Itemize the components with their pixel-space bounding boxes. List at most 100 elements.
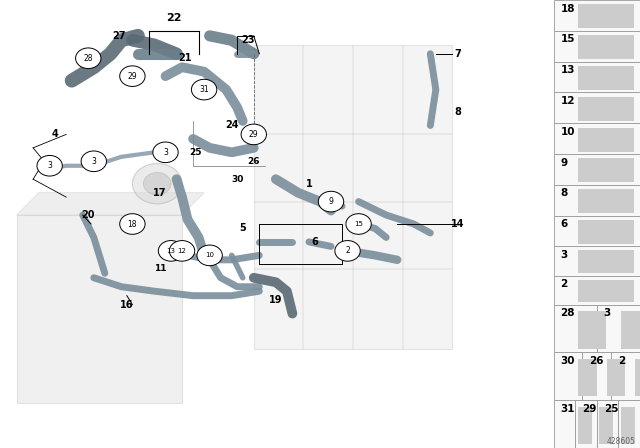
- FancyBboxPatch shape: [578, 66, 634, 90]
- Bar: [554, 185, 640, 215]
- Text: 2: 2: [618, 356, 625, 366]
- Bar: [554, 0, 640, 31]
- Text: 28: 28: [83, 54, 93, 63]
- Bar: [554, 246, 640, 276]
- Text: 29: 29: [582, 404, 596, 414]
- Text: 15: 15: [561, 34, 575, 44]
- Text: 16: 16: [120, 300, 134, 310]
- Text: 3: 3: [604, 308, 611, 318]
- Circle shape: [132, 164, 182, 204]
- Text: 6: 6: [311, 237, 318, 247]
- Text: 12: 12: [561, 96, 575, 106]
- Text: 29: 29: [249, 130, 259, 139]
- Text: 9: 9: [328, 197, 333, 206]
- Text: 11: 11: [154, 264, 166, 273]
- Text: 6: 6: [561, 219, 568, 229]
- FancyBboxPatch shape: [607, 359, 625, 396]
- Bar: [554, 92, 640, 123]
- Bar: [554, 353, 582, 400]
- Text: 4: 4: [52, 129, 58, 139]
- Circle shape: [318, 191, 344, 212]
- Text: 12: 12: [178, 248, 186, 254]
- Text: 2: 2: [345, 246, 350, 255]
- Bar: [554, 400, 575, 448]
- Text: 10: 10: [561, 127, 575, 137]
- Circle shape: [120, 66, 145, 86]
- Text: 24: 24: [225, 121, 239, 130]
- FancyBboxPatch shape: [578, 250, 634, 273]
- Text: 19: 19: [269, 295, 283, 305]
- Text: 7: 7: [454, 49, 461, 59]
- Circle shape: [143, 172, 171, 195]
- Text: 14: 14: [451, 219, 465, 229]
- FancyBboxPatch shape: [578, 4, 634, 28]
- Text: 17: 17: [153, 188, 167, 198]
- Circle shape: [81, 151, 106, 172]
- FancyBboxPatch shape: [636, 359, 640, 396]
- Text: 5: 5: [239, 224, 246, 233]
- FancyBboxPatch shape: [578, 311, 606, 349]
- Text: 13: 13: [561, 65, 575, 75]
- Text: 28: 28: [561, 308, 575, 318]
- Text: 31: 31: [561, 404, 575, 414]
- Text: 13: 13: [166, 248, 175, 254]
- Circle shape: [191, 79, 217, 100]
- Circle shape: [37, 155, 62, 176]
- FancyBboxPatch shape: [578, 220, 634, 244]
- FancyBboxPatch shape: [621, 311, 640, 349]
- Text: 9: 9: [561, 158, 568, 168]
- Text: 3: 3: [561, 250, 568, 260]
- Text: 30: 30: [561, 356, 575, 366]
- Text: 22: 22: [166, 13, 182, 23]
- FancyBboxPatch shape: [621, 407, 635, 444]
- Text: 26: 26: [248, 157, 260, 166]
- Text: 2: 2: [561, 279, 568, 289]
- Bar: [554, 61, 640, 92]
- Text: 31: 31: [199, 85, 209, 94]
- FancyBboxPatch shape: [578, 97, 634, 121]
- Text: 18: 18: [127, 220, 137, 228]
- FancyBboxPatch shape: [578, 128, 634, 151]
- Text: 8: 8: [454, 107, 461, 117]
- Text: 21: 21: [178, 53, 191, 63]
- Bar: [554, 154, 640, 185]
- Text: 1: 1: [305, 179, 312, 189]
- FancyBboxPatch shape: [254, 45, 452, 349]
- FancyBboxPatch shape: [578, 158, 634, 182]
- Bar: [554, 215, 640, 246]
- Bar: [575, 400, 597, 448]
- FancyBboxPatch shape: [578, 35, 634, 59]
- Text: 27: 27: [112, 31, 125, 41]
- Polygon shape: [17, 193, 204, 215]
- Text: 10: 10: [205, 252, 214, 258]
- Circle shape: [335, 241, 360, 261]
- Bar: [611, 353, 640, 400]
- Circle shape: [76, 48, 101, 69]
- Bar: [596, 305, 640, 353]
- FancyBboxPatch shape: [578, 280, 634, 302]
- Text: 18: 18: [561, 4, 575, 13]
- FancyBboxPatch shape: [578, 359, 596, 396]
- Bar: [596, 400, 618, 448]
- Text: 8: 8: [561, 189, 568, 198]
- Text: 20: 20: [81, 210, 95, 220]
- Circle shape: [153, 142, 178, 163]
- Text: 15: 15: [354, 221, 363, 227]
- FancyBboxPatch shape: [17, 215, 182, 403]
- Bar: [582, 353, 611, 400]
- Text: 3: 3: [163, 148, 168, 157]
- Text: 29: 29: [127, 72, 137, 81]
- Text: 30: 30: [231, 175, 243, 184]
- FancyBboxPatch shape: [578, 407, 592, 444]
- Text: 26: 26: [589, 356, 604, 366]
- Text: 23: 23: [241, 35, 255, 45]
- Text: 3: 3: [47, 161, 52, 170]
- Circle shape: [158, 241, 184, 261]
- Bar: [554, 31, 640, 61]
- Circle shape: [346, 214, 371, 234]
- Circle shape: [197, 245, 222, 266]
- Text: 25: 25: [604, 404, 618, 414]
- FancyBboxPatch shape: [578, 189, 634, 213]
- Circle shape: [241, 124, 266, 145]
- Bar: [554, 276, 640, 305]
